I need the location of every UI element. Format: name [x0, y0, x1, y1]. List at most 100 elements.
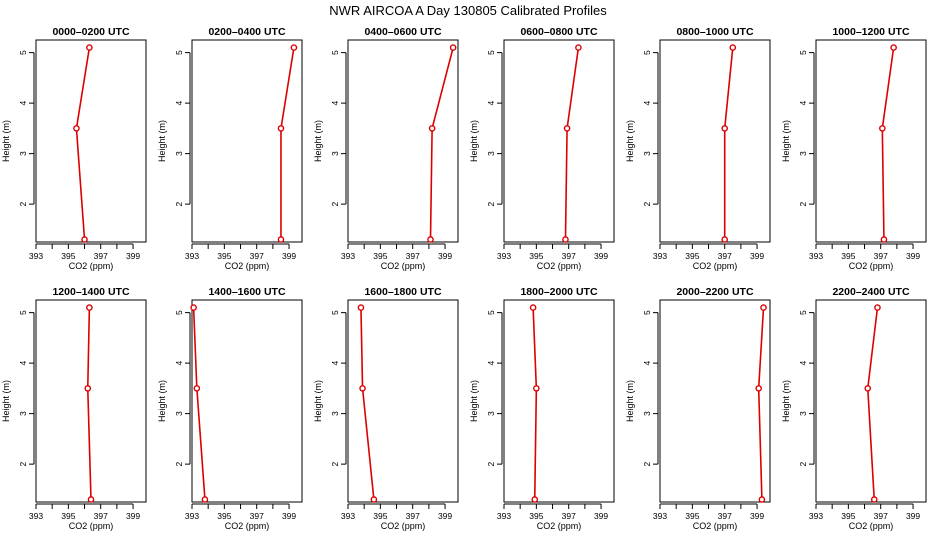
- y-tick-label: 5: [486, 310, 496, 315]
- profile-point: [529, 304, 537, 311]
- y-tick-label: 5: [330, 50, 340, 55]
- profile-point: [81, 236, 88, 243]
- x-axis-title: CO2 (ppm): [849, 521, 894, 531]
- x-tick-label: 393: [809, 511, 823, 521]
- x-tick-label: 395: [217, 251, 231, 261]
- y-tick-label: 4: [174, 100, 184, 105]
- x-tick-label: 393: [185, 251, 199, 261]
- profile-point: [755, 385, 762, 392]
- profile-point: [879, 125, 886, 132]
- profile-line: [866, 307, 879, 500]
- page-title: NWR AIRCOA A Day 130805 Calibrated Profi…: [329, 3, 607, 18]
- x-tick-label: 397: [94, 511, 108, 521]
- chart-panel: 0400–0600 UTC 393 395 397 399 CO2 (ppm) 2 3 4 5 He…: [313, 26, 459, 271]
- x-tick-label: 395: [841, 511, 855, 521]
- y-tick-label: 4: [798, 100, 808, 105]
- profile-point: [277, 236, 285, 243]
- plot-frame: [659, 299, 771, 503]
- y-tick-label: 5: [174, 50, 184, 55]
- x-tick-label: 399: [594, 511, 608, 521]
- x-tick-label: 395: [685, 251, 699, 261]
- y-tick-label: 3: [18, 151, 28, 156]
- y-axis-title: Height (m): [781, 120, 791, 162]
- y-tick-label: 3: [174, 411, 184, 416]
- profile-point: [864, 385, 872, 392]
- plot-frame: [347, 299, 459, 503]
- y-tick-label: 3: [486, 151, 496, 156]
- y-tick-label: 5: [798, 50, 808, 55]
- x-tick-label: 397: [406, 251, 420, 261]
- x-tick-label: 393: [29, 511, 43, 521]
- y-tick-label: 4: [18, 100, 28, 105]
- x-tick-label: 393: [497, 511, 511, 521]
- chart-panel: 2000–2200 UTC 393 395 397 399 CO2 (ppm) 2 3 4 5 He…: [625, 286, 771, 531]
- x-axis-title: CO2 (ppm): [69, 521, 114, 531]
- plot-frame: [347, 39, 459, 243]
- x-tick-label: 399: [594, 251, 608, 261]
- panel-title: 0800–1000 UTC: [676, 26, 753, 38]
- profile-line: [192, 307, 206, 500]
- profile-point: [201, 496, 209, 503]
- profile-line: [564, 47, 580, 240]
- panel-title: 1200–1400 UTC: [52, 286, 129, 298]
- y-tick-label: 3: [486, 411, 496, 416]
- profile-point: [427, 236, 434, 243]
- x-tick-label: 393: [497, 251, 511, 261]
- chart-panel: 0800–1000 UTC 393 395 397 399 CO2 (ppm) 2 3 4 5 He…: [625, 26, 771, 271]
- y-tick-label: 3: [798, 411, 808, 416]
- profile-point: [190, 304, 197, 311]
- x-tick-label: 395: [373, 251, 387, 261]
- y-tick-label: 2: [486, 461, 496, 466]
- y-tick-label: 3: [174, 151, 184, 156]
- x-tick-label: 397: [250, 511, 264, 521]
- profile-point: [760, 304, 767, 311]
- profile-line: [360, 307, 375, 500]
- x-tick-label: 393: [653, 511, 667, 521]
- x-axis-title: CO2 (ppm): [693, 521, 738, 531]
- profile-point: [880, 236, 888, 243]
- y-tick-label: 4: [18, 360, 28, 365]
- x-tick-label: 397: [94, 251, 108, 261]
- y-tick-label: 5: [330, 310, 340, 315]
- x-tick-label: 393: [341, 251, 355, 261]
- x-tick-label: 397: [406, 511, 420, 521]
- plot-frame: [815, 299, 927, 503]
- profile-point: [87, 496, 95, 503]
- x-tick-label: 395: [529, 251, 543, 261]
- profile-line: [280, 47, 295, 240]
- x-tick-label: 399: [438, 251, 452, 261]
- panel-title: 1400–1600 UTC: [208, 286, 285, 298]
- y-tick-label: 4: [642, 100, 652, 105]
- y-axis-title: Height (m): [313, 120, 323, 162]
- x-tick-label: 399: [906, 511, 920, 521]
- profile-line: [881, 47, 895, 240]
- y-axis-title: Height (m): [157, 120, 167, 162]
- profile-point: [277, 125, 285, 132]
- y-tick-label: 4: [798, 360, 808, 365]
- profile-point: [563, 125, 571, 132]
- x-tick-label: 395: [529, 511, 543, 521]
- x-tick-label: 397: [718, 251, 732, 261]
- chart-panel: 1200–1400 UTC 393 395 397 399 CO2 (ppm) 2 3 4 5 He…: [1, 286, 147, 531]
- x-axis-title: CO2 (ppm): [225, 261, 270, 271]
- y-tick-label: 5: [642, 50, 652, 55]
- y-tick-label: 4: [642, 360, 652, 365]
- y-axis-title: Height (m): [781, 380, 791, 422]
- x-tick-label: 393: [29, 251, 43, 261]
- y-tick-label: 4: [486, 360, 496, 365]
- profile-point: [449, 44, 457, 51]
- y-axis-title: Height (m): [313, 380, 323, 422]
- x-tick-label: 393: [809, 251, 823, 261]
- y-axis-title: Height (m): [625, 120, 635, 162]
- y-axis-title: Height (m): [1, 120, 11, 162]
- y-tick-label: 4: [330, 100, 340, 105]
- profile-point: [721, 125, 729, 132]
- y-tick-label: 2: [642, 201, 652, 206]
- profile-point: [729, 44, 737, 51]
- y-tick-label: 2: [174, 461, 184, 466]
- profile-point: [357, 304, 365, 311]
- profile-point: [890, 44, 897, 51]
- x-tick-label: 397: [562, 511, 576, 521]
- profile-point: [874, 304, 881, 311]
- x-axis-title: CO2 (ppm): [225, 521, 270, 531]
